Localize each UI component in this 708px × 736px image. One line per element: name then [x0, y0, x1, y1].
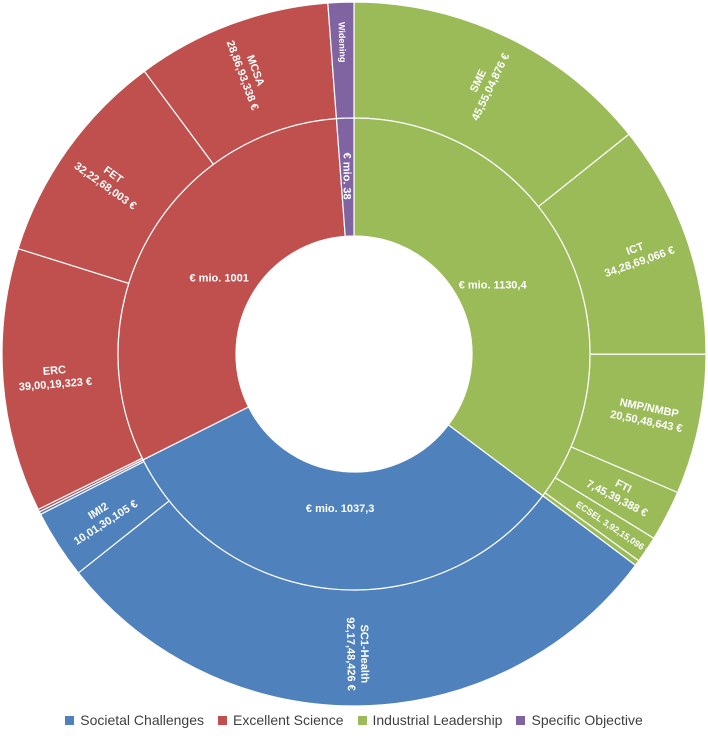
legend-label: Specific Objective	[531, 712, 643, 728]
inner-ring	[117, 117, 591, 591]
inner-slice-specific-objective	[335, 117, 355, 237]
inner-label-excellent-science-line: € mio. 1001	[189, 272, 248, 284]
legend-swatch	[217, 715, 227, 725]
legend-item-societal-challenges: Societal Challenges	[65, 712, 204, 728]
inner-label-specific-objective-line: € mio. 38	[341, 153, 353, 200]
legend-label: Excellent Science	[232, 712, 344, 728]
sunburst-chart: € mio. 1130,4 € mio. 1037,3 € mio. 1001 € m…	[1, 1, 707, 706]
legend: Societal Challenges Excellent Science In…	[0, 708, 708, 732]
inner-slice-societal-challenges	[142, 406, 544, 591]
outer-label-sc1-health-line: SC1-Health	[358, 624, 371, 683]
outer-label-sc1-health-line: 92,17,48,426 €	[344, 617, 357, 691]
legend-label: Industrial Leadership	[372, 712, 503, 728]
legend-item-industrial-leadership: Industrial Leadership	[357, 712, 503, 728]
legend-swatch	[516, 715, 526, 725]
outer-label-erc-line: ERC	[42, 364, 66, 378]
legend-item-specific-objective: Specific Objective	[516, 712, 643, 728]
outer-ring	[1, 1, 707, 706]
inner-slice-excellent-science	[117, 118, 346, 461]
outer-label-ict-line: ICT	[625, 241, 646, 258]
outer-label-erc-line: 39,00,19,323 €	[18, 376, 92, 394]
legend-label: Societal Challenges	[80, 712, 204, 728]
legend-item-excellent-science: Excellent Science	[217, 712, 344, 728]
outer-label-erc: ERC39,00,19,323 €	[17, 362, 92, 393]
inner-label-industrial-leadership: € mio. 1130,4	[459, 280, 528, 292]
legend-swatch	[65, 715, 75, 725]
legend-swatch	[357, 715, 367, 725]
inner-label-specific-objective: € mio. 38	[341, 153, 353, 200]
outer-label-sc1-health: SC1-Health92,17,48,426 €	[344, 617, 371, 691]
inner-label-excellent-science: € mio. 1001	[189, 272, 248, 284]
inner-label-societal-challenges: € mio. 1037,3	[306, 503, 375, 515]
outer-label-widening: Widening	[336, 22, 347, 63]
inner-label-industrial-leadership-line: € mio. 1130,4	[459, 280, 528, 292]
outer-label-widening-line: Widening	[336, 22, 347, 63]
inner-slice-industrial-leadership	[353, 117, 591, 497]
inner-label-societal-challenges-line: € mio. 1037,3	[306, 503, 375, 515]
